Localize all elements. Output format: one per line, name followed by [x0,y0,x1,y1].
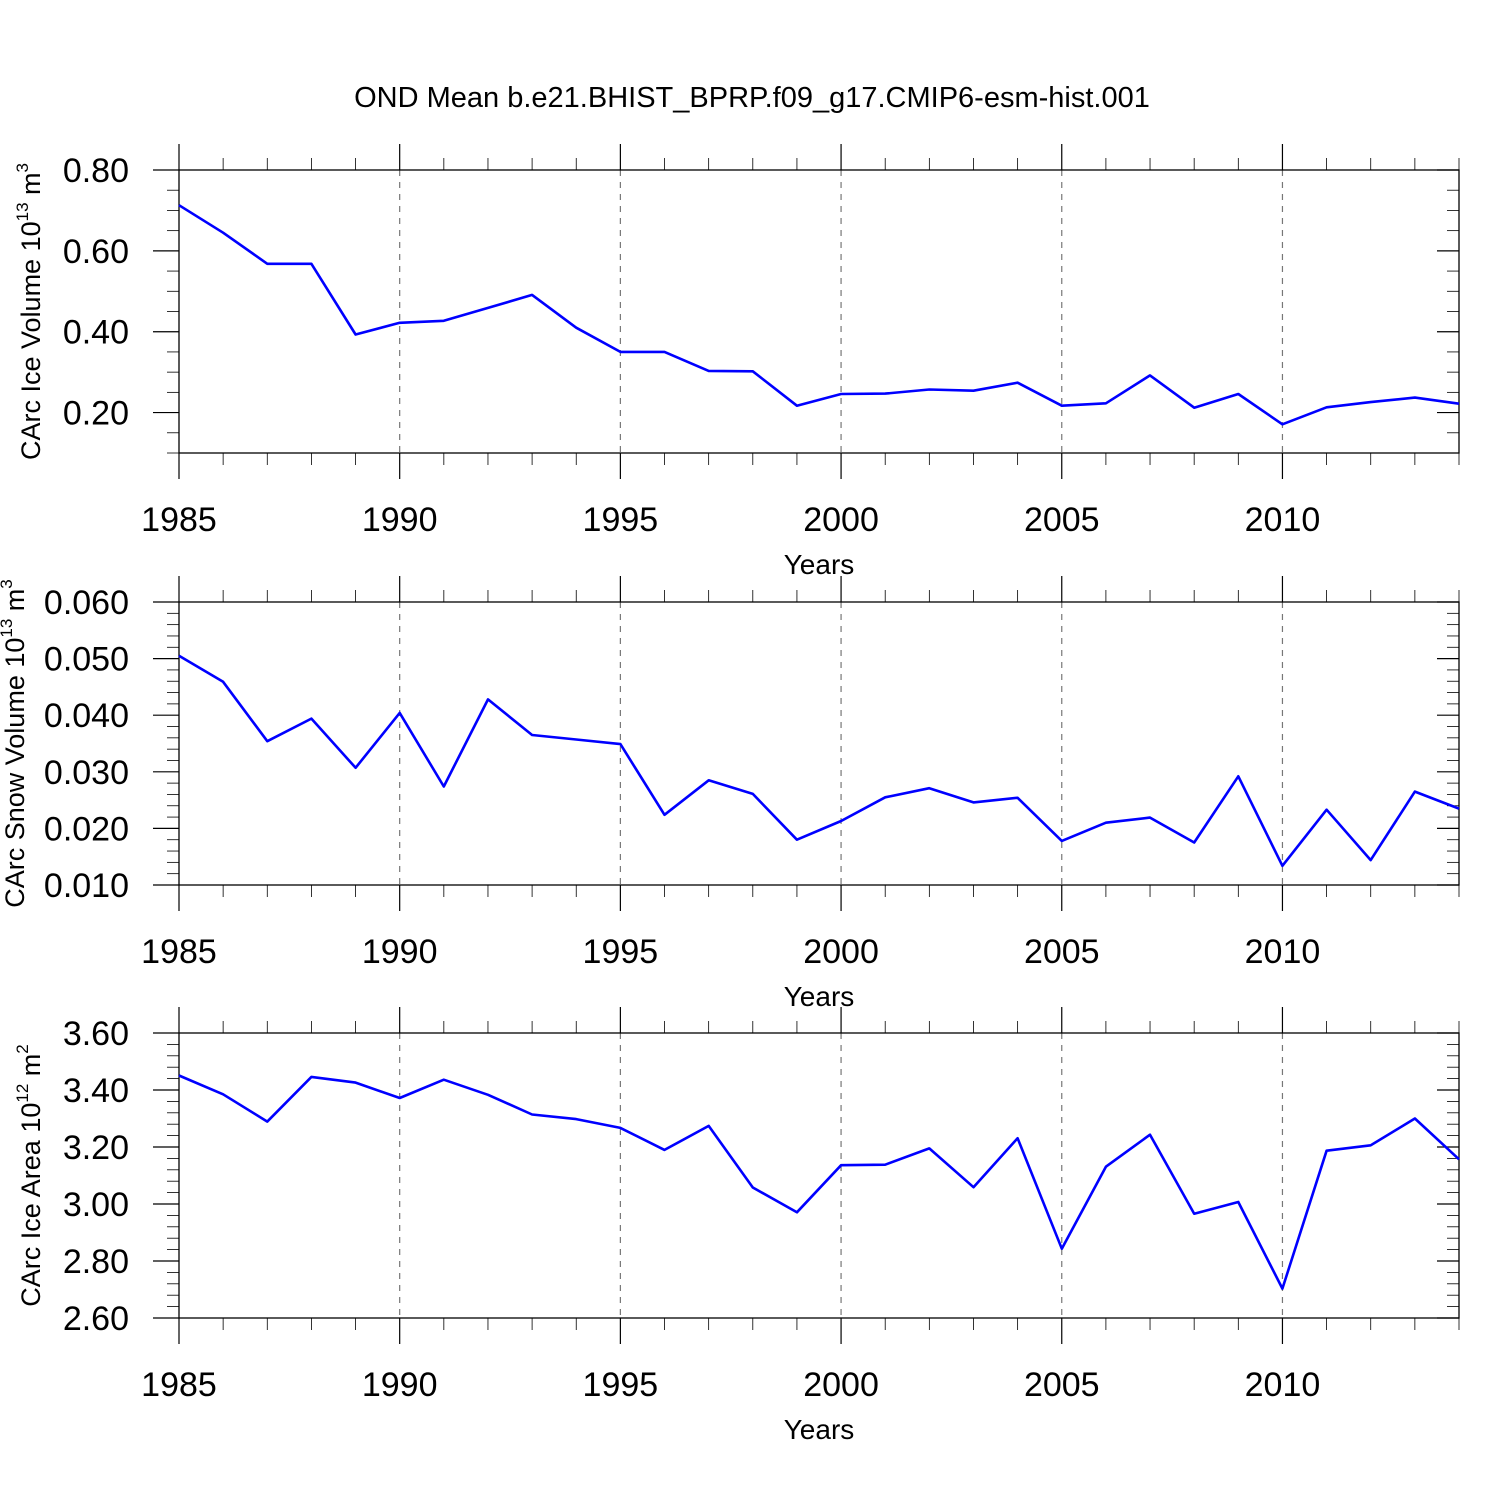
y-axis-label-ylabel-exp: 13 [0,619,16,638]
y-axis-label: CArc Ice Area 1012 m2 [13,1044,46,1307]
x-tick-label: 2010 [1245,501,1321,539]
y-tick-label: 0.60 [63,233,129,271]
figure-title: OND Mean b.e21.BHIST_BPRP.f09_g17.CMIP6-… [354,82,1150,114]
x-tick-label: 1995 [583,501,659,539]
x-tick-label: 1985 [141,1366,217,1404]
y-axis-label: CArc Snow Volume 1013 m3 [0,579,30,908]
x-axis-label: Years [784,549,855,580]
data-series-line [178,1074,1460,1290]
x-tick-label: 1985 [141,933,217,971]
y-axis-label-ylabel-main: CArc Snow Volume 10 [0,638,30,908]
x-tick-label: 1995 [583,1366,659,1404]
x-tick-label: 1995 [583,933,659,971]
y-tick-label: 3.00 [63,1186,129,1224]
y-tick-label: 3.20 [63,1129,129,1167]
y-axis-label-ylabel-unit: m [16,172,46,202]
x-tick-label: 2000 [803,933,879,971]
y-axis-label-ylabel-unit-exp: 3 [13,163,32,172]
y-tick-label: 0.010 [44,867,129,905]
x-tick-label: 2010 [1245,933,1321,971]
x-tick-label: 2000 [803,1366,879,1404]
y-tick-label: 0.20 [63,395,129,433]
y-tick-label: 2.60 [63,1300,129,1338]
plot-frame [178,1032,1460,1319]
y-axis-label-ylabel-unit: m [0,589,30,619]
plot-frame [178,601,1460,886]
y-tick-label: 0.050 [44,641,129,679]
y-axis-label-ylabel-exp: 13 [13,202,32,221]
chart-panel-3: 1985 1990 1995 2000 2005 2010 2.60 2.80 3.00 3.20… [13,1007,1460,1445]
x-axis-label: Years [784,981,855,1012]
x-tick-label: 2005 [1024,933,1100,971]
y-axis-label: CArc Ice Volume 1013 m3 [13,163,46,460]
x-tick-label: 1990 [362,1366,438,1404]
y-tick-label: 0.020 [44,810,129,848]
x-tick-label: 2010 [1245,1366,1321,1404]
data-series-line [178,654,1460,868]
y-tick-label: 0.80 [63,152,129,190]
x-tick-label: 2005 [1024,501,1100,539]
y-axis-label-ylabel-main: CArc Ice Area 10 [16,1103,46,1307]
y-tick-label: 0.060 [44,584,129,622]
y-tick-label: 3.40 [63,1072,129,1110]
y-tick-label: 0.040 [44,697,129,735]
chart-panel-2: 1985 1990 1995 2000 2005 2010 0.010 0.020 0.030 0… [0,576,1460,1012]
data-series-line [178,204,1460,426]
y-axis-label-ylabel-unit: m [16,1054,46,1084]
y-tick-label: 0.40 [63,314,129,352]
chart-panel-1: 1985 1990 1995 2000 2005 2010 0.20 0.40 0.60 0.80… [13,144,1460,580]
panels: 1985 1990 1995 2000 2005 2010 0.20 0.40 0.60 0.80… [0,144,1460,1445]
y-tick-label: 3.60 [63,1015,129,1053]
plot-frame [178,169,1460,454]
x-tick-label: 2000 [803,501,879,539]
y-tick-label: 0.030 [44,754,129,792]
y-axis-label-ylabel-main: CArc Ice Volume 10 [16,221,46,460]
y-tick-label: 2.80 [63,1243,129,1281]
x-tick-label: 1990 [362,933,438,971]
y-axis-label-ylabel-unit-exp: 2 [13,1044,32,1053]
x-tick-label: 2005 [1024,1366,1100,1404]
y-axis-label-ylabel-unit-exp: 3 [0,579,16,588]
x-axis-label: Years [784,1414,855,1445]
x-tick-label: 1985 [141,501,217,539]
x-tick-label: 1990 [362,501,438,539]
y-axis-label-ylabel-exp: 12 [13,1084,32,1103]
